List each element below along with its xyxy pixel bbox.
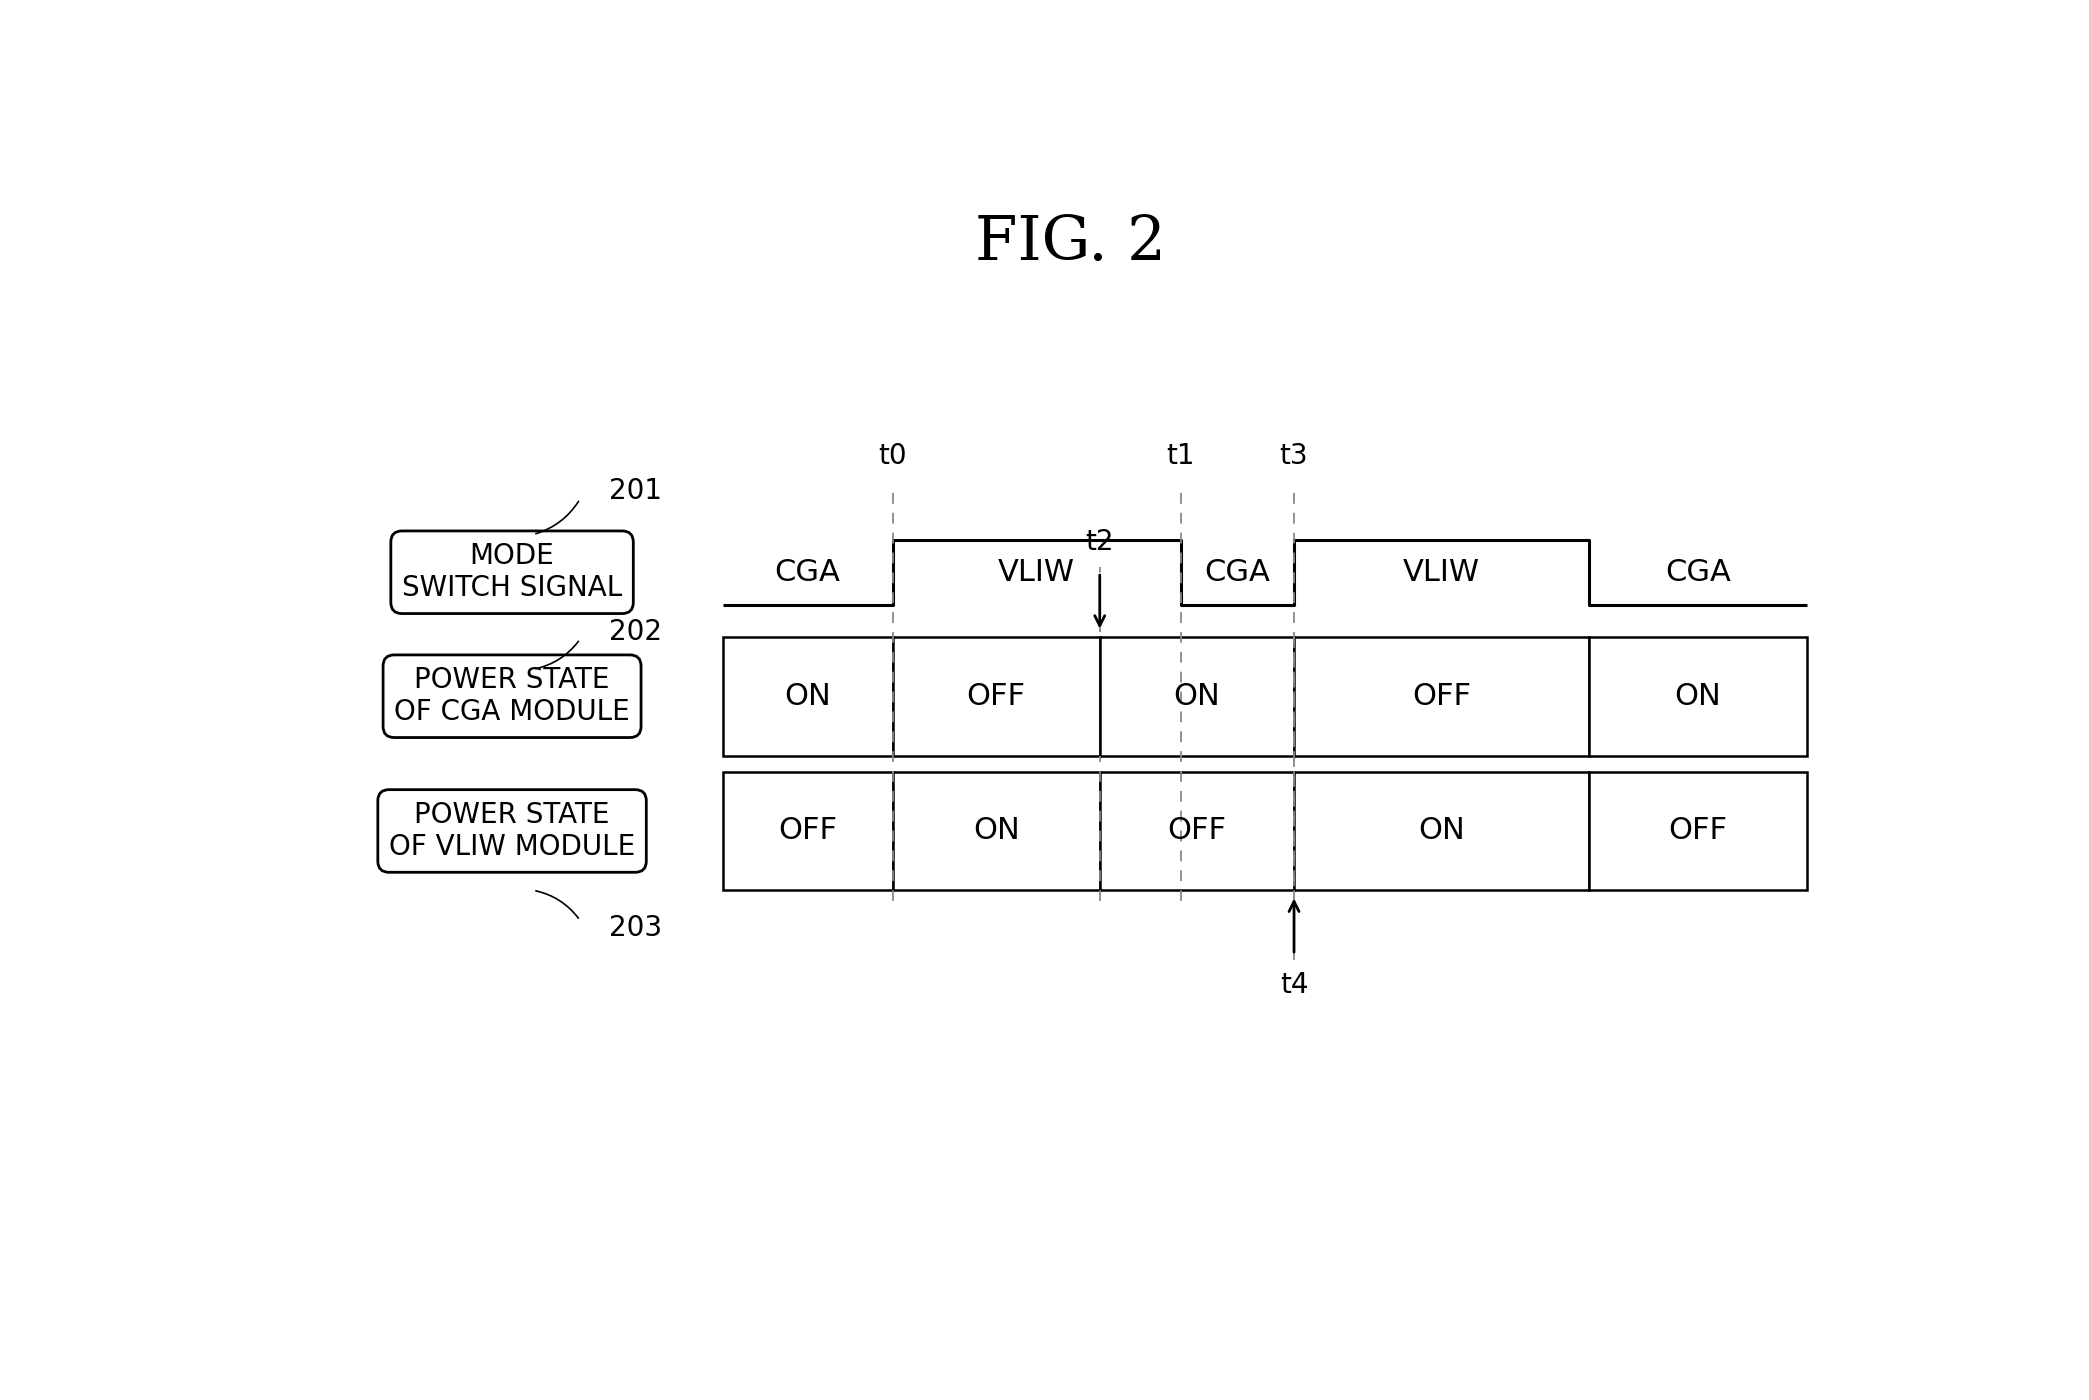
- Text: VLIW: VLIW: [1404, 557, 1479, 587]
- Text: t3: t3: [1281, 442, 1308, 470]
- Text: 201: 201: [610, 477, 662, 505]
- Text: OFF: OFF: [777, 816, 838, 846]
- Bar: [892, 771, 1099, 890]
- Text: OFF: OFF: [967, 682, 1026, 711]
- Bar: [1293, 771, 1588, 890]
- Bar: [723, 771, 892, 890]
- Bar: [892, 637, 1099, 756]
- Text: 202: 202: [610, 617, 662, 645]
- Text: CGA: CGA: [1665, 557, 1732, 587]
- Text: ON: ON: [1174, 682, 1220, 711]
- Text: VLIW: VLIW: [999, 557, 1076, 587]
- Text: ON: ON: [1675, 682, 1721, 711]
- Text: ON: ON: [1418, 816, 1464, 846]
- Text: ON: ON: [973, 816, 1019, 846]
- Text: POWER STATE
OF CGA MODULE: POWER STATE OF CGA MODULE: [395, 666, 631, 727]
- Text: t4: t4: [1281, 972, 1308, 1000]
- Text: OFF: OFF: [1168, 816, 1226, 846]
- Text: POWER STATE
OF VLIW MODULE: POWER STATE OF VLIW MODULE: [389, 801, 635, 861]
- Text: t2: t2: [1086, 528, 1113, 556]
- Text: t0: t0: [877, 442, 907, 470]
- Bar: [723, 637, 892, 756]
- Text: ON: ON: [783, 682, 831, 711]
- Bar: [1590, 637, 1807, 756]
- Bar: [1099, 771, 1293, 890]
- Text: OFF: OFF: [1669, 816, 1728, 846]
- Text: MODE
SWITCH SIGNAL: MODE SWITCH SIGNAL: [401, 542, 623, 602]
- Text: OFF: OFF: [1412, 682, 1471, 711]
- Text: 203: 203: [610, 914, 662, 942]
- Text: CGA: CGA: [775, 557, 840, 587]
- Bar: [1099, 637, 1293, 756]
- Bar: [1293, 637, 1588, 756]
- Text: CGA: CGA: [1205, 557, 1270, 587]
- Text: t1: t1: [1166, 442, 1195, 470]
- Text: FIG. 2: FIG. 2: [976, 213, 1166, 273]
- Bar: [1590, 771, 1807, 890]
